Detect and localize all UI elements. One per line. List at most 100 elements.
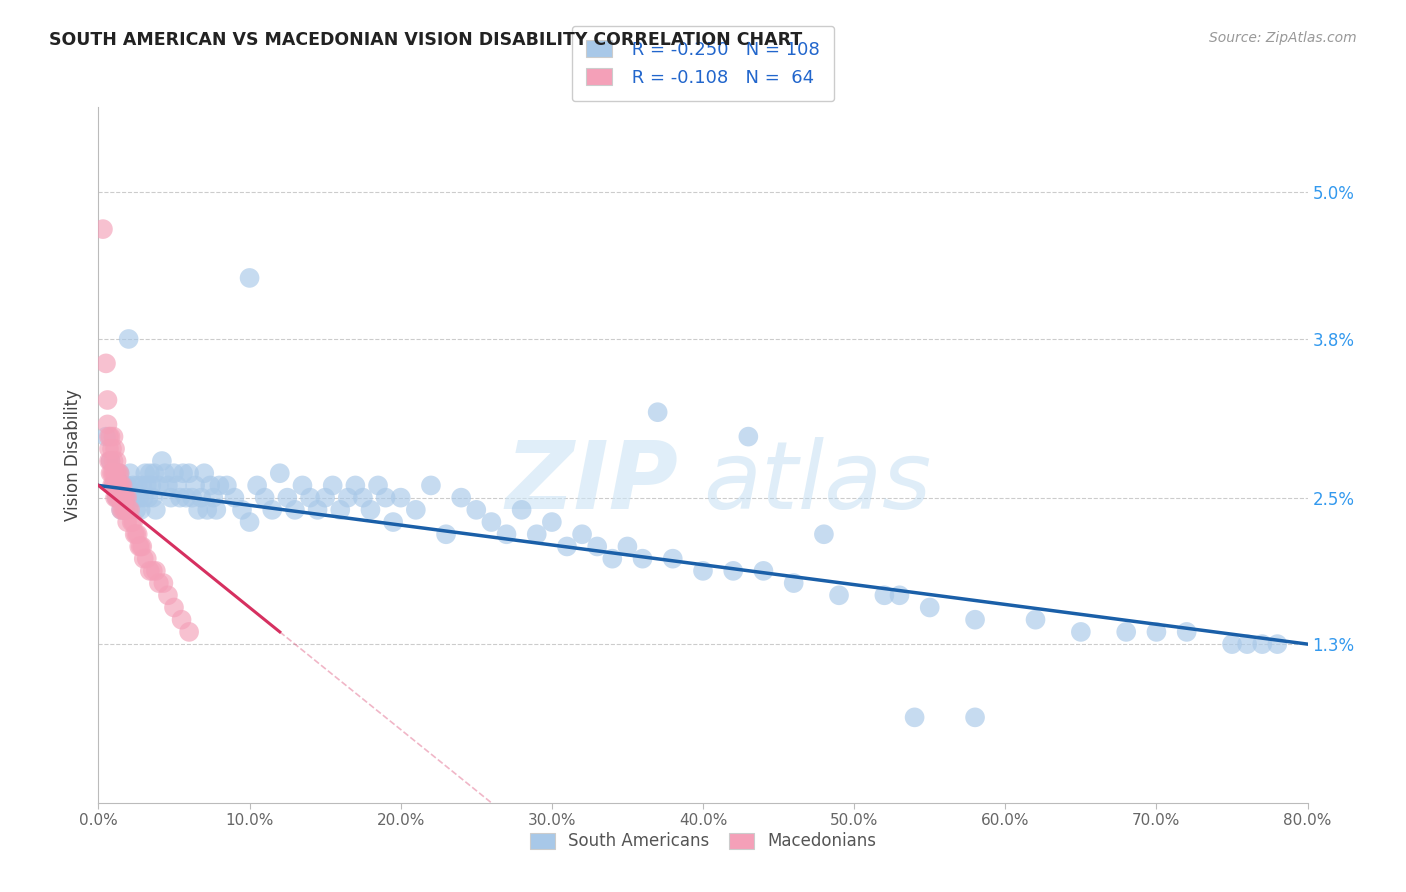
Point <box>1220 637 1243 651</box>
Point <box>160 491 183 505</box>
Point <box>115 478 138 492</box>
Point <box>105 467 128 481</box>
Point <box>98 454 121 468</box>
Point <box>105 478 128 492</box>
Point <box>94 429 117 443</box>
Point <box>145 564 167 578</box>
Point <box>889 588 911 602</box>
Point <box>111 491 134 505</box>
Point <box>105 454 128 468</box>
Point <box>193 467 215 481</box>
Point <box>125 527 148 541</box>
Point <box>828 588 851 602</box>
Point <box>184 478 207 492</box>
Point <box>108 491 131 505</box>
Point <box>100 429 122 443</box>
Point <box>101 467 124 481</box>
Point <box>344 478 367 492</box>
Point <box>465 503 488 517</box>
Point <box>495 527 517 541</box>
Point <box>120 467 142 481</box>
Point <box>540 515 562 529</box>
Point <box>129 540 152 554</box>
Point <box>571 527 593 541</box>
Point <box>239 271 262 285</box>
Point <box>145 503 167 517</box>
Point <box>723 564 745 578</box>
Point <box>382 515 405 529</box>
Point <box>352 491 374 505</box>
Point <box>98 429 121 443</box>
Point <box>752 564 775 578</box>
Text: SOUTH AMERICAN VS MACEDONIAN VISION DISABILITY CORRELATION CHART: SOUTH AMERICAN VS MACEDONIAN VISION DISA… <box>49 31 803 49</box>
Point <box>129 503 152 517</box>
Point <box>1236 637 1258 651</box>
Point <box>205 503 228 517</box>
Point <box>111 491 134 505</box>
Point <box>153 467 176 481</box>
Point <box>169 491 191 505</box>
Point <box>107 491 129 505</box>
Point <box>103 478 125 492</box>
Point <box>586 540 609 554</box>
Point <box>105 491 128 505</box>
Point <box>918 600 941 615</box>
Point <box>120 503 142 517</box>
Point <box>1115 624 1137 639</box>
Point <box>91 222 114 236</box>
Point <box>112 503 135 517</box>
Point <box>103 429 125 443</box>
Point <box>104 478 127 492</box>
Point <box>510 503 533 517</box>
Point <box>143 467 166 481</box>
Point <box>104 491 127 505</box>
Point <box>405 503 427 517</box>
Point <box>555 540 578 554</box>
Point <box>112 478 135 492</box>
Point <box>127 527 149 541</box>
Point <box>322 478 344 492</box>
Point <box>813 527 835 541</box>
Point <box>1024 613 1046 627</box>
Point <box>389 491 412 505</box>
Point <box>94 356 117 370</box>
Text: ZIP: ZIP <box>506 437 679 529</box>
Point <box>136 491 159 505</box>
Point <box>783 576 806 591</box>
Point <box>101 478 124 492</box>
Legend: South Americans, Macedonians: South Americans, Macedonians <box>523 826 883 857</box>
Text: Source: ZipAtlas.com: Source: ZipAtlas.com <box>1209 31 1357 45</box>
Point <box>148 478 170 492</box>
Point <box>124 527 146 541</box>
Point <box>374 491 396 505</box>
Point <box>276 491 298 505</box>
Point <box>172 467 194 481</box>
Point <box>202 491 225 505</box>
Point <box>100 454 122 468</box>
Point <box>692 564 714 578</box>
Point <box>239 515 262 529</box>
Point <box>450 491 472 505</box>
Point <box>96 392 118 407</box>
Point <box>262 503 284 517</box>
Point <box>107 478 129 492</box>
Point <box>616 540 638 554</box>
Point <box>179 624 201 639</box>
Point <box>148 576 170 591</box>
Point <box>124 491 146 505</box>
Point <box>127 478 149 492</box>
Point <box>122 515 145 529</box>
Point <box>156 478 179 492</box>
Point <box>307 503 329 517</box>
Point <box>174 491 197 505</box>
Point <box>142 564 165 578</box>
Point <box>115 515 138 529</box>
Point <box>118 491 141 505</box>
Point <box>114 503 136 517</box>
Point <box>103 467 125 481</box>
Point <box>873 588 896 602</box>
Point <box>100 467 122 481</box>
Point <box>98 442 121 456</box>
Point <box>1144 624 1167 639</box>
Point <box>108 467 131 481</box>
